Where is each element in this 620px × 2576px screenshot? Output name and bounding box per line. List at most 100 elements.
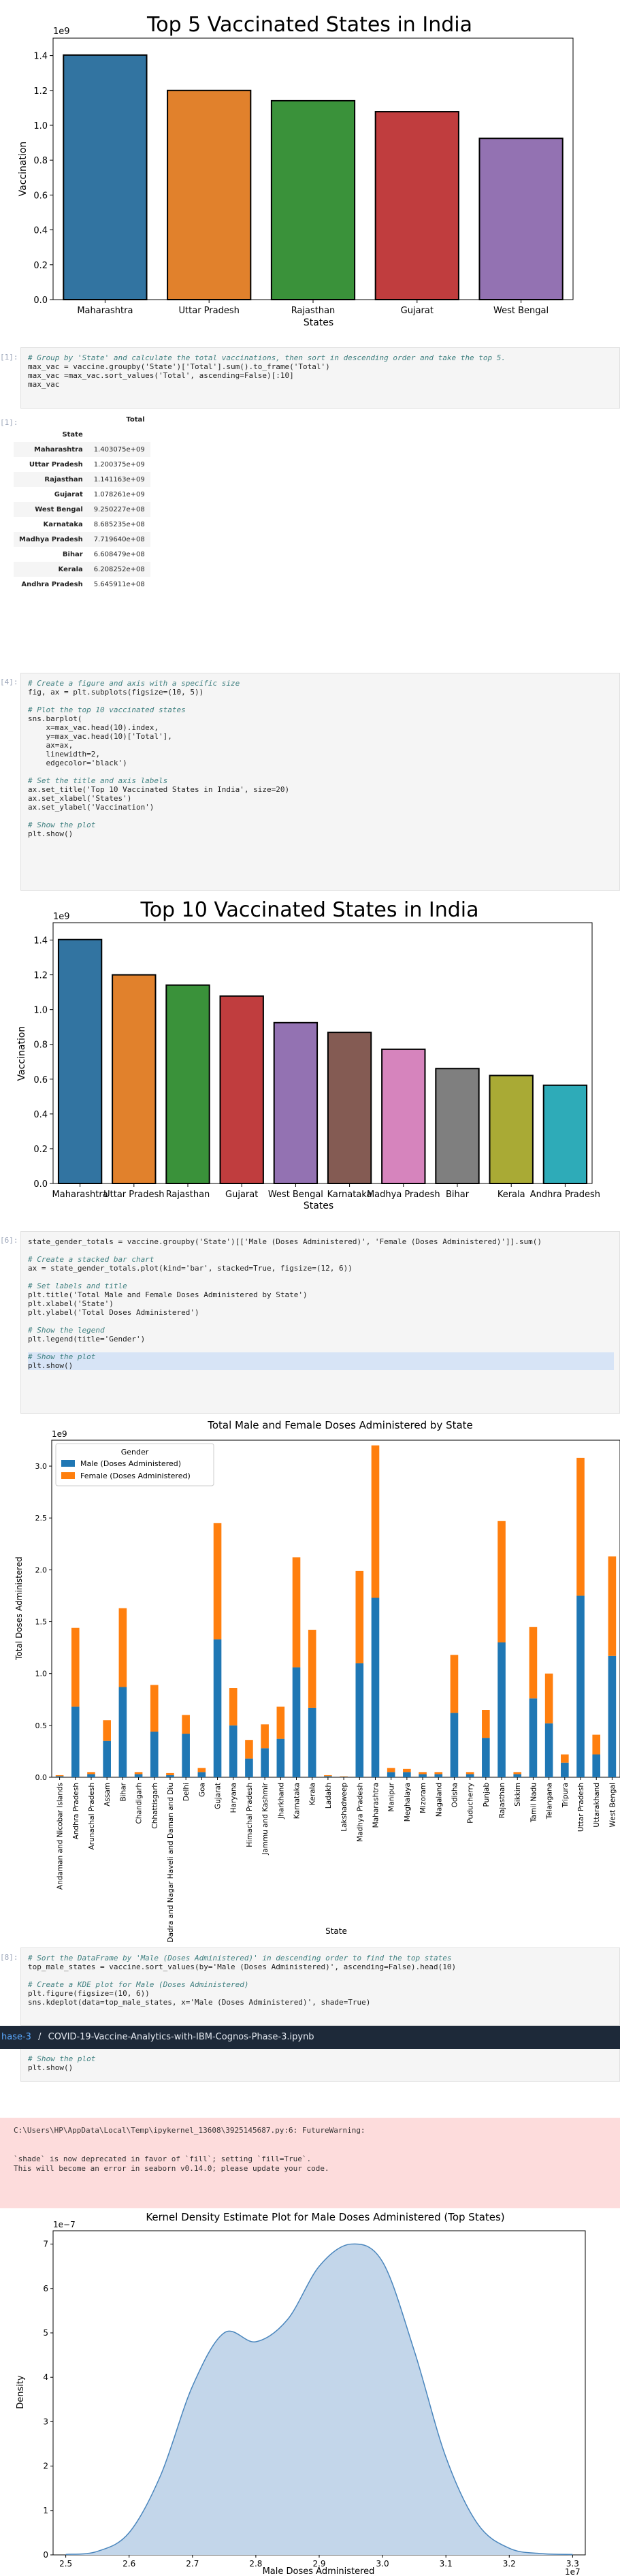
stacked-y-axis: 0.0 0.5 1.0 1.5 2.0 2.5 3.0 [35,1462,52,1782]
top10-xlabel: States [304,1200,333,1211]
x-tick-label: Lakshadweep [340,1783,348,1832]
bar [219,995,264,1184]
x-tick-label: Maharashtra [77,306,133,316]
kde-y-exponent: 1e−7 [53,2220,76,2229]
top5-xlabel: States [304,317,333,328]
top5-ylabel: Vaccination [18,142,29,197]
y-tick-label: 0.0 [33,296,48,306]
x-tick-label: Rajasthan [498,1783,506,1818]
warning-line [14,2135,606,2145]
x-tick-label: Dadra and Nagar Haveli and Daman and Diu [167,1783,175,1943]
kde-chart: Kernel Density Estimate Plot for Male Do… [16,2211,586,2576]
code-cell-top10-plot[interactable]: # Create a figure and axis with a specif… [20,673,620,891]
bar-male [103,1740,111,1777]
code-line: ax.set_xlabel('States') [28,794,132,803]
y-tick-label: 1.4 [33,936,48,947]
code-line: max_vac = vaccine.groupby('State')['Tota… [28,362,330,371]
bar-female [197,1768,206,1772]
bar-female [403,1768,411,1772]
y-tick-label: 1.5 [35,1618,48,1627]
kde-fill-area [65,2244,573,2555]
kde-x-axis: 2.5 2.6 2.7 2.8 2.9 3.0 3.1 3.2 3.3 [59,2555,579,2569]
warning-line: C:\Users\HP\AppData\Local\Temp\ipykernel… [14,2126,365,2135]
bar-female [419,1772,427,1775]
bar-female [308,1629,316,1708]
code-cell-groupby[interactable]: # Group by 'State' and calculate the tot… [20,347,620,409]
legend-box [55,1443,214,1486]
x-tick-label: Andhra Pradesh [530,1190,600,1200]
bar-male [371,1597,380,1777]
x-tick-label: Karnataka [327,1190,372,1200]
x-tick-label: Tamil Nadu [529,1783,538,1823]
bar [63,54,148,300]
code-line: plt.figure(figsize=(10, 6)) [28,1989,150,1998]
x-tick-label: Arunachal Pradesh [88,1783,96,1850]
bar-female [182,1715,190,1734]
code-cell-kde-tail[interactable]: # Show the plot plt.show() [20,2049,620,2082]
y-tick-label: 1.0 [33,121,48,131]
y-tick-label: 0.4 [33,1110,48,1120]
code-line: y=max_vac.head(10)['Total'], [28,732,172,741]
breadcrumb-separator: / [38,2032,42,2042]
bar-female [387,1768,395,1772]
legend-label-male: Male (Doses Administered) [80,1459,181,1468]
breadcrumb-parent[interactable]: hase-3 [1,2032,31,2042]
x-tick-label: West Bengal [493,306,549,316]
x-tick-label: Goa [198,1783,206,1797]
code-line: plt.show() [28,1361,614,1370]
x-tick-label: Nagaland [435,1783,443,1817]
x-tick-label: Uttar Pradesh [103,1190,164,1200]
y-tick-label: 0.8 [33,156,48,166]
bar [542,1084,588,1184]
code-line [28,812,614,821]
bar-female [324,1775,332,1777]
code-line [28,1273,614,1282]
x-tick-label: Gujarat [225,1190,258,1200]
y-tick-label: 3.0 [35,1462,48,1471]
bar-female [292,1557,301,1668]
top5-exponent: 1e9 [53,27,70,37]
code-cell-stacked-bar[interactable]: state_gender_totals = vaccine.groupby('S… [20,1231,620,1414]
bar [167,89,252,301]
bar-male [387,1772,395,1777]
kde-y-axis: 0 1 2 3 4 5 6 7 [43,2240,53,2560]
y-tick-label: 2 [43,2462,48,2471]
bar-male [355,1663,364,1777]
kde-line [65,2243,573,2556]
bar-male [71,1706,80,1777]
x-tick-label: 2.9 [312,2559,325,2569]
y-tick-label: 5 [43,2328,48,2338]
cell-prompt: [8]: [0,1953,18,1962]
x-tick-label: 2.6 [123,2559,135,2569]
bar-male [308,1707,316,1777]
top5-chart-title: Top 5 Vaccinated States in India [146,13,472,37]
bar-male [482,1738,490,1777]
bar-female [482,1710,490,1738]
y-tick-label: 3 [43,2417,48,2426]
legend-swatch-male [61,1460,75,1467]
bar-male [576,1595,585,1777]
x-tick-label: 3.3 [566,2559,579,2569]
table-row: Karnataka 8.685235e+08 [43,520,145,528]
bar-male [245,1758,253,1777]
x-tick-label: Delhi [182,1783,191,1801]
y-tick-label: 7 [43,2240,48,2249]
code-line: # Show the plot [28,821,96,829]
output-prompt: [1]: [0,418,18,427]
code-cell-kde[interactable]: # Sort the DataFrame by 'Male (Doses Adm… [20,1947,620,2026]
notebook-title-bar: hase-3 / COVID-19-Vaccine-Analytics-with… [0,2026,620,2049]
bar-female [576,1457,585,1596]
code-line [28,1343,614,1352]
table-row: West Bengal 9.250227e+08 [14,502,150,517]
stacked-bars [55,1445,617,1777]
y-tick-label: 0.6 [33,1075,48,1085]
x-tick-label: Chandigarh [135,1783,144,1824]
bar-female [497,1521,506,1642]
x-tick-label: Assam [103,1783,112,1807]
code-line: plt.ylabel('Total Doses Administered') [28,1308,199,1317]
bar-female [213,1523,222,1640]
cell-prompt: [6]: [0,1236,18,1245]
bar-male [561,1762,569,1777]
x-tick-label: 3.0 [376,2559,389,2569]
